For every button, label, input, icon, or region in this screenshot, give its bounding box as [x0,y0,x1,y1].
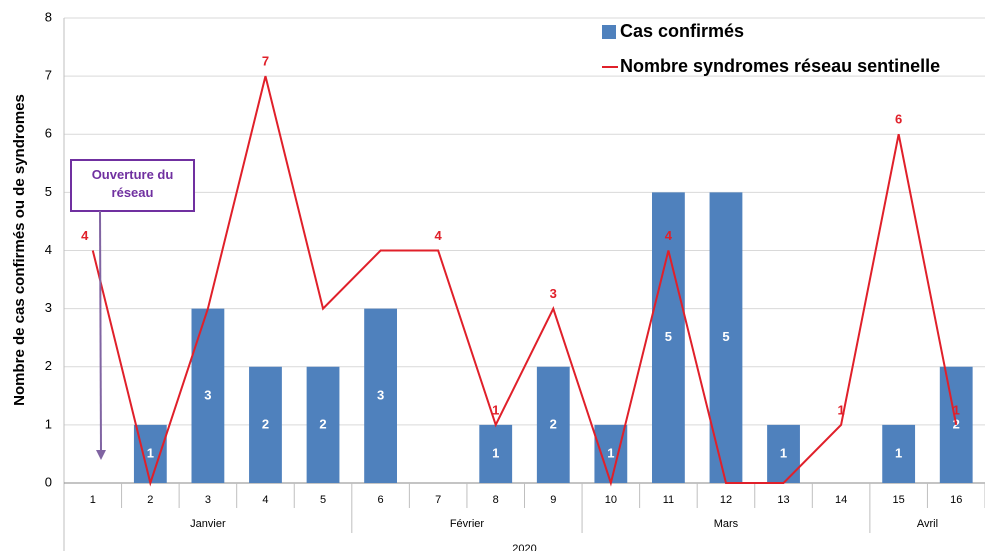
y-tick-label: 1 [45,416,52,431]
x-tick-label: 9 [550,494,556,506]
bar-value-label: 3 [377,387,384,402]
bar [479,424,513,483]
x-tick-label: 12 [720,494,732,506]
annotation-text-box: Ouverture du réseau [91,167,174,200]
bar-value-label: 2 [550,416,557,431]
x-tick-label: 7 [435,494,441,506]
bar-value-label: 1 [607,445,614,460]
x-tick-label: 14 [835,494,847,506]
x-group-label: Février [450,518,485,530]
x-tick-label: 4 [262,494,268,506]
bar-value-label: 1 [780,445,787,460]
bar [652,192,685,483]
bar-value-label: 3 [204,387,211,402]
x-group-label: Janvier [190,518,226,530]
bar [364,308,397,483]
bar [709,192,743,483]
y-tick-label: 3 [45,300,52,315]
x-tick-label: 8 [493,494,499,506]
line-value-label: 7 [262,54,269,69]
x-tick-label: 10 [605,494,617,506]
line-value-label: 1 [953,402,960,417]
bar [594,424,628,483]
y-tick-label: 5 [45,184,52,199]
y-tick-label: 4 [45,242,52,257]
y-tick-label: 0 [45,474,52,489]
line-value-label: 4 [665,228,673,243]
x-group-label: Avril [917,518,938,530]
x-tick-label: 2 [147,494,153,506]
bar [249,366,282,483]
bar [191,308,225,483]
line-value-label: 1 [837,402,844,417]
bar-value-label: 1 [492,445,499,460]
x-tick-label: 1 [90,494,96,506]
legend-label: Cas confirmés [620,21,744,41]
x-tick-label: 16 [950,494,962,506]
annotation: Ouverture du réseau [70,159,195,460]
bar-value-label: 5 [722,329,729,344]
annotation-arrow [99,210,102,453]
x-tick-label: 6 [378,494,384,506]
y-tick-label: 6 [45,126,52,141]
line [91,75,958,487]
y-tick-label: 8 [45,9,52,24]
legend-swatch [602,25,616,39]
x-tick-label: 13 [777,494,789,506]
bar-value-label: 5 [665,329,672,344]
bar-value-label: 1 [895,445,902,460]
line-value-label: 3 [550,286,557,301]
bar [882,424,916,483]
annotation-box [70,159,195,212]
x-tick-label: 11 [663,494,674,506]
legend-label: Nombre syndromes réseau sentinelle [620,56,940,76]
line-value-label: 1 [492,402,499,417]
annotation-text: Ouverture du réseau [91,167,174,200]
bar-value-label: 1 [147,445,154,460]
x-super-label: 2020 [512,543,536,551]
x-tick-label: 15 [893,494,905,506]
y-axis-label: Nombre de cas confirmés ou de syndromes [11,94,28,406]
x-group-label: Mars [714,518,739,530]
line-value-label: 4 [435,228,443,243]
line-value-label: 4 [81,228,89,243]
bar-value-label: 2 [319,416,326,431]
x-tick-label: 5 [320,494,326,506]
y-tick-label: 7 [45,68,52,83]
annotation-arrowhead [96,450,106,460]
bar-value-label: 2 [262,416,269,431]
bar [133,424,167,483]
y-tick-label: 2 [45,358,52,373]
bar [306,366,340,483]
bar [536,366,570,483]
x-tick-label: 3 [205,494,211,506]
line-value-label: 6 [895,112,902,127]
